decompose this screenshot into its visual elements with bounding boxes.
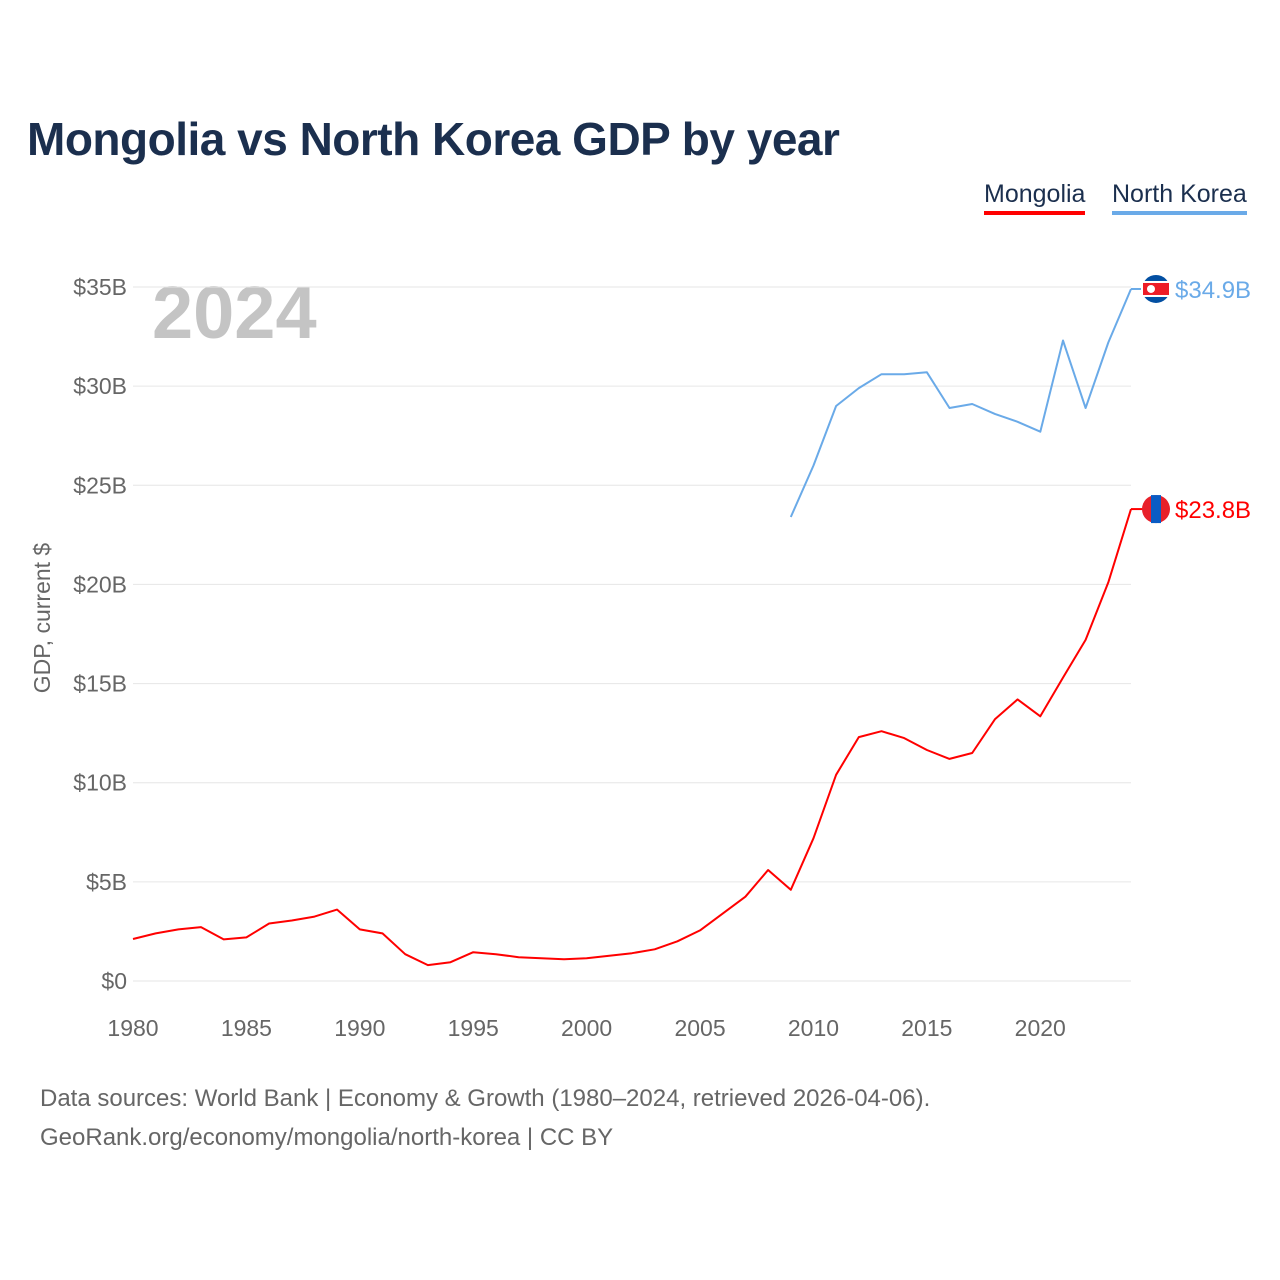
year-watermark: 2024: [152, 271, 317, 354]
y-tick-label: $5B: [86, 869, 127, 895]
x-tick-label: 2000: [561, 1015, 612, 1041]
y-tick-label: $10B: [73, 770, 127, 796]
x-tick-label: 2010: [788, 1015, 839, 1041]
footer-link[interactable]: GeoRank.org/economy/mongolia/north-korea…: [40, 1124, 614, 1151]
legend-mongolia[interactable]: Mongolia: [984, 180, 1086, 215]
y-tick-label: $0: [101, 968, 127, 994]
y-tick-label: $30B: [73, 373, 127, 399]
north-korea-flag-star: [1147, 284, 1155, 293]
y-tick-label: $35B: [73, 274, 127, 300]
y-tick-label: $20B: [73, 571, 127, 597]
x-tick-label: 2020: [1015, 1015, 1066, 1041]
x-tick-label: 1985: [221, 1015, 272, 1041]
north-korea-flag-band: [1141, 280, 1171, 297]
x-tick-label: 1990: [334, 1015, 385, 1041]
chart-title: Mongolia vs North Korea GDP by year: [27, 113, 840, 165]
x-tick-label: 1980: [107, 1015, 158, 1041]
series-line-mongolia: [132, 508, 1132, 967]
x-tick-label: 1995: [448, 1015, 499, 1041]
y-tick-label: $15B: [73, 671, 127, 697]
end-value-label: $23.8B: [1175, 497, 1251, 524]
mongolia-flag-stripe: [1151, 495, 1161, 524]
x-tick-label: 2005: [674, 1015, 725, 1041]
legend-north-korea[interactable]: North Korea: [1112, 180, 1247, 215]
footer-sources: Data sources: World Bank | Economy & Gro…: [40, 1085, 931, 1112]
series-line-north-korea: [789, 288, 1132, 518]
x-tick-label: 2015: [901, 1015, 952, 1041]
y-axis-label: GDP, current $: [29, 543, 55, 694]
end-value-label: $34.9B: [1175, 277, 1251, 304]
y-tick-label: $25B: [73, 472, 127, 498]
